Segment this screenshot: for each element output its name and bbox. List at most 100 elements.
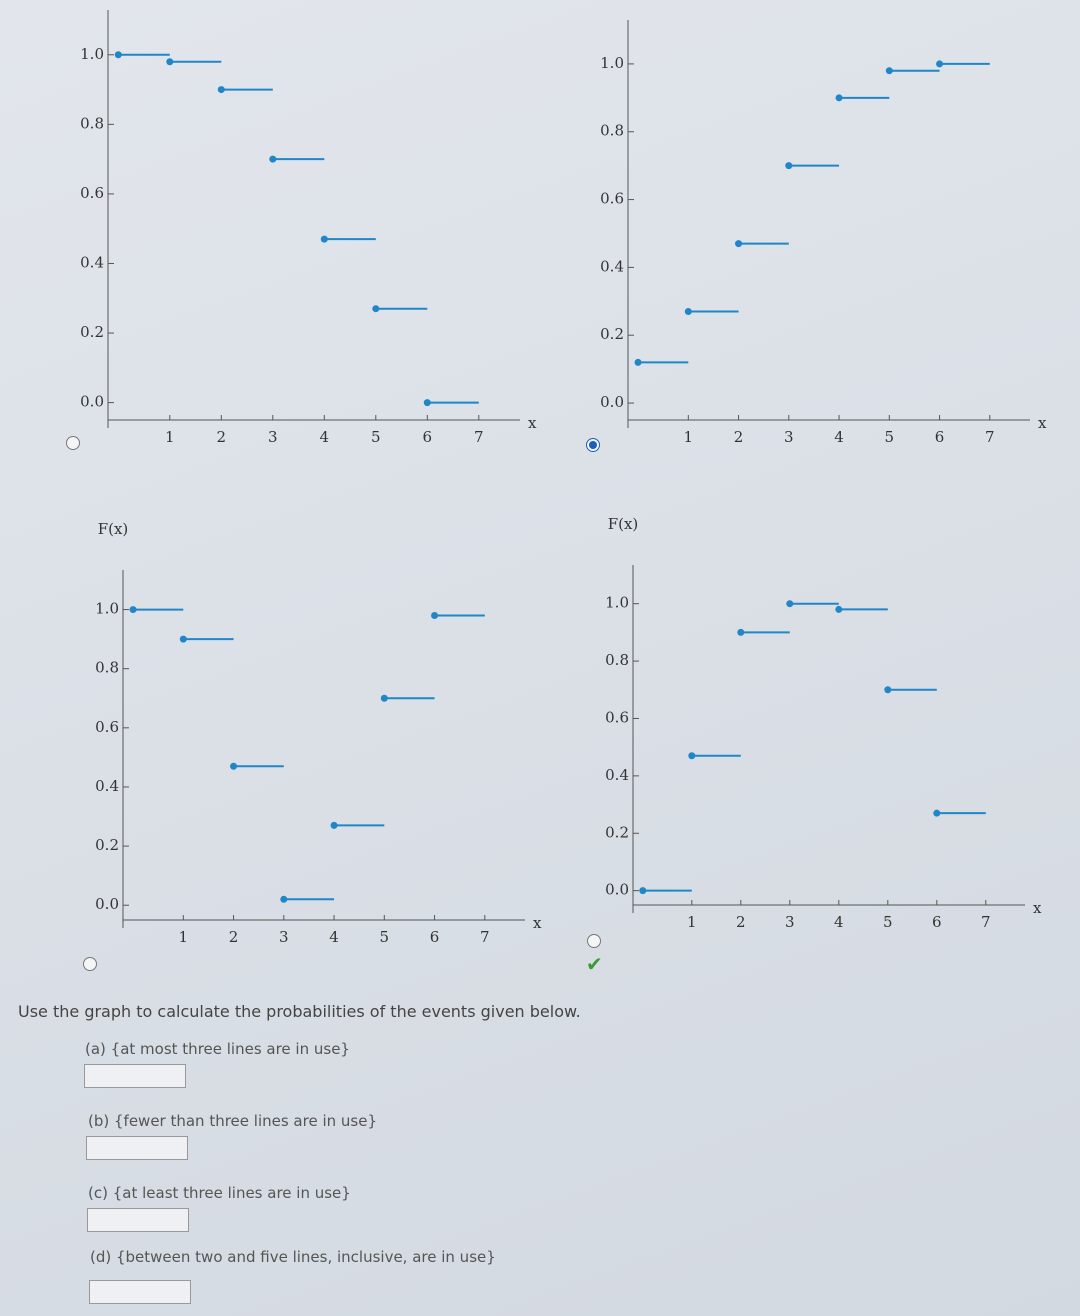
answer-input[interactable] (89, 1280, 191, 1304)
radio-option[interactable] (66, 436, 80, 450)
step-point (320, 235, 328, 243)
y-tick-label: 0.4 (80, 253, 104, 271)
step-point (835, 605, 843, 613)
x-tick-label: 6 (423, 428, 433, 446)
radio-option[interactable] (586, 438, 600, 452)
step-point (423, 399, 431, 407)
x-axis-label: x (1038, 414, 1047, 432)
x-tick-label: 3 (268, 428, 278, 446)
radio-option[interactable] (587, 934, 601, 948)
step-point (179, 635, 187, 643)
step-point (684, 307, 692, 315)
x-tick-label: 2 (217, 428, 227, 446)
y-tick-label: 0.6 (600, 190, 624, 208)
chart: 0.0 0.2 0.4 0.6 0.8 1.0 1 2 3 4 5 6 7 x F(x) (95, 520, 542, 946)
step-point (933, 809, 941, 817)
x-tick-label: 1 (684, 428, 694, 446)
answer-input[interactable] (84, 1064, 186, 1088)
x-tick-label: 5 (885, 428, 895, 446)
step-point (230, 762, 238, 770)
x-tick-label: 1 (687, 913, 697, 931)
y-tick-label: 0.0 (80, 393, 104, 411)
x-tick-label: 6 (935, 428, 945, 446)
x-tick-label: 3 (784, 428, 794, 446)
question: (b) {fewer than three lines are in use} (88, 1112, 377, 1130)
x-tick-label: 7 (474, 428, 484, 446)
x-tick-label: 2 (736, 913, 746, 931)
y-tick-label: 0.8 (95, 659, 119, 677)
y-tick-label: 0.8 (80, 114, 104, 132)
y-tick-label: 0.2 (600, 325, 624, 343)
question: (d) {between two and five lines, inclusi… (90, 1248, 496, 1266)
correct-check: ✔ (586, 952, 603, 976)
x-tick-label: 5 (380, 928, 390, 946)
step-point (166, 58, 174, 66)
chart: 0.0 0.2 0.4 0.6 0.8 1.0 1 2 3 4 5 6 7 x (600, 20, 1047, 446)
step-point (737, 628, 745, 636)
x-tick-label: 6 (932, 913, 942, 931)
x-tick-label: 6 (430, 928, 440, 946)
chart: 0.0 0.2 0.4 0.6 0.8 1.0 1 2 3 4 5 6 7 x F(x) (605, 515, 1042, 931)
y-tick-label: 1.0 (80, 45, 104, 63)
x-tick-label: 1 (179, 928, 189, 946)
x-tick-label: 3 (279, 928, 289, 946)
y-tick-label: 1.0 (605, 594, 629, 612)
y-tick-label: 0.2 (605, 823, 629, 841)
question: (c) {at least three lines are in use} (88, 1184, 351, 1202)
x-tick-label: 4 (320, 428, 330, 446)
step-point (280, 895, 288, 903)
x-tick-label: 7 (981, 913, 991, 931)
x-tick-label: 7 (985, 428, 995, 446)
y-tick-label: 1.0 (600, 54, 624, 72)
y-tick-label: 0.6 (605, 708, 629, 726)
answer-input[interactable] (86, 1136, 188, 1160)
step-point (786, 600, 794, 608)
y-tick-label: 0.4 (600, 257, 624, 275)
step-point (936, 60, 944, 68)
step-point (735, 240, 743, 248)
x-axis-label: x (1033, 899, 1042, 917)
step-point (639, 887, 647, 895)
y-tick-label: 0.6 (80, 184, 104, 202)
x-tick-label: 5 (371, 428, 381, 446)
y-tick-label: 0.4 (605, 766, 629, 784)
step-point (785, 162, 793, 170)
radio-option[interactable] (83, 957, 97, 971)
y-tick-label: 0.4 (95, 777, 119, 795)
x-tick-label: 4 (329, 928, 339, 946)
step-point (380, 694, 388, 702)
x-axis-label: x (533, 914, 542, 932)
y-tick-label: 0.6 (95, 718, 119, 736)
step-point (885, 67, 893, 75)
x-axis-label: x (528, 414, 537, 432)
x-tick-label: 2 (734, 428, 744, 446)
y-axis-label: F(x) (98, 520, 129, 538)
y-tick-label: 0.8 (605, 651, 629, 669)
x-tick-label: 4 (834, 913, 844, 931)
step-point (129, 606, 137, 614)
answer-input[interactable] (87, 1208, 189, 1232)
y-tick-label: 0.2 (80, 323, 104, 341)
y-tick-label: 0.2 (95, 836, 119, 854)
step-point (431, 611, 439, 619)
x-tick-label: 4 (834, 428, 844, 446)
x-tick-label: 5 (883, 913, 893, 931)
x-tick-label: 3 (785, 913, 795, 931)
step-point (269, 155, 277, 163)
y-tick-label: 1.0 (95, 600, 119, 618)
y-axis-label: F(x) (608, 515, 639, 533)
step-point (372, 305, 380, 313)
y-tick-label: 0.0 (600, 393, 624, 411)
step-point (330, 821, 338, 829)
x-tick-label: 2 (229, 928, 239, 946)
prompt: Use the graph to calculate the probabili… (18, 1002, 581, 1021)
chart: 0.0 0.2 0.4 0.6 0.8 1.0 1 2 3 4 5 6 7 x (80, 10, 537, 446)
step-point (634, 358, 642, 366)
step-point (688, 752, 696, 760)
y-tick-label: 0.0 (605, 881, 629, 899)
step-point (835, 94, 843, 102)
x-tick-label: 7 (480, 928, 490, 946)
step-point (114, 51, 122, 59)
question: (a) {at most three lines are in use} (85, 1040, 350, 1058)
